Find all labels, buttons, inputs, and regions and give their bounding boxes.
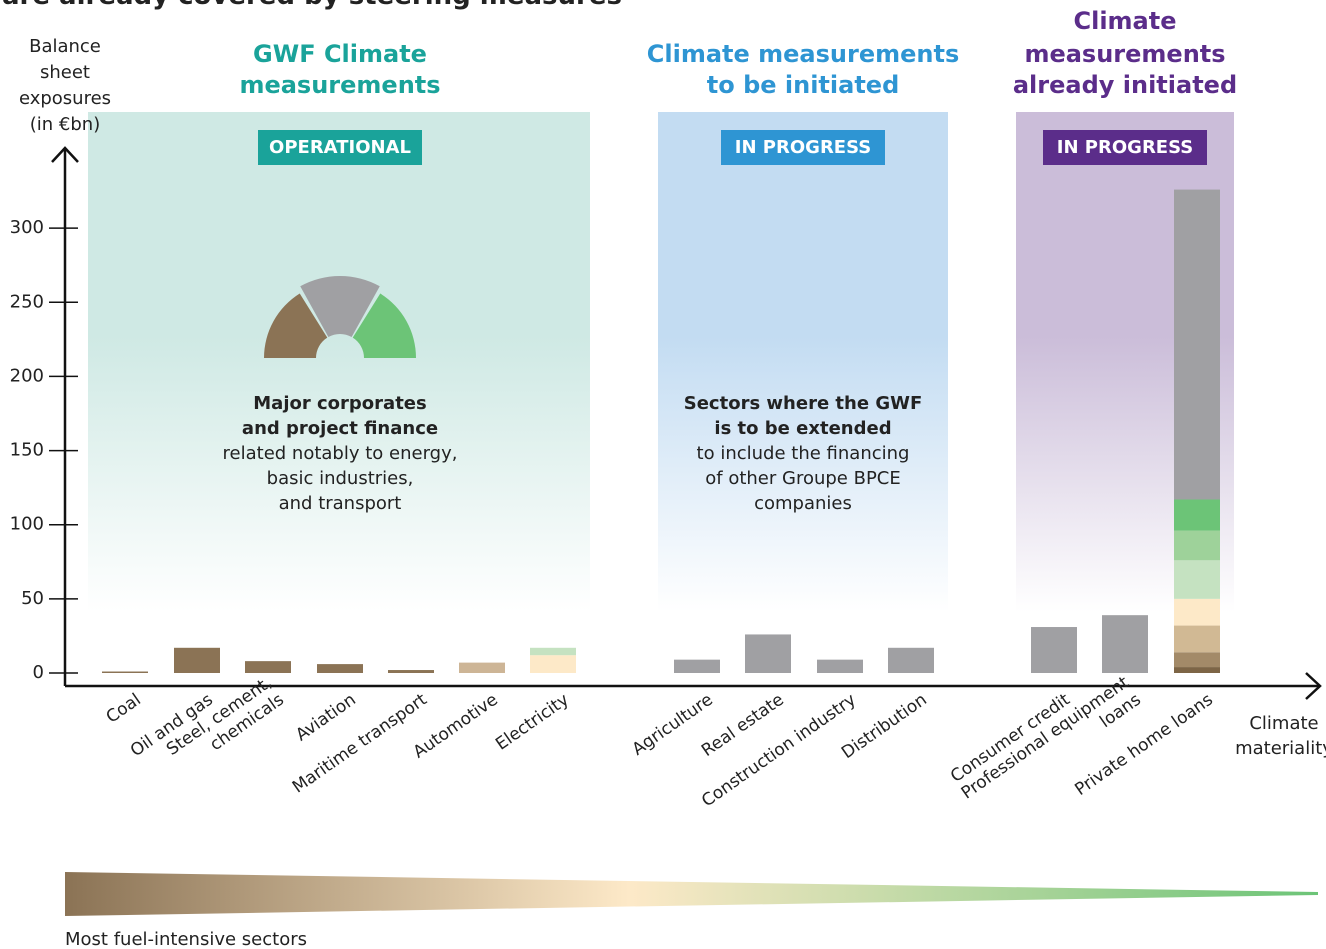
y-tick-label: 150 (10, 440, 44, 461)
y-tick-label: 50 (21, 588, 44, 609)
y-tick-label: 200 (10, 365, 44, 386)
panel-title: measurements (239, 71, 440, 99)
gauge-segment (352, 293, 416, 358)
bar-segment (888, 647, 934, 673)
bar-segment (102, 671, 148, 673)
bar-segment (1174, 598, 1220, 626)
y-arrow (51, 146, 79, 163)
bar-segment (530, 655, 576, 673)
gauge-segment (300, 276, 380, 338)
x-tick-label: Coal (103, 690, 145, 728)
panel-bold: Major corporates (253, 393, 426, 414)
panel-text: related notably to energy, (223, 443, 458, 464)
x-tick-label: Maritime transport (289, 690, 431, 798)
bar-segment (530, 647, 576, 656)
panel-bg (658, 112, 948, 612)
bar-segment (1174, 652, 1220, 668)
gradient-bar (65, 872, 1318, 916)
badge (1043, 130, 1207, 165)
panel-bold: and project finance (242, 418, 438, 439)
badge-text: OPERATIONAL (269, 137, 411, 158)
bar-segment (1031, 627, 1077, 673)
panel-title: measurements (1024, 40, 1225, 68)
panel-text: of other Groupe BPCE (705, 468, 901, 489)
panel-bold: is to be extended (714, 418, 891, 439)
bar-segment (174, 647, 220, 673)
panel-bold: Sectors where the GWF (684, 393, 923, 414)
y-axis-label: sheet (40, 62, 90, 83)
x-tick-label: Electricity (492, 690, 573, 755)
panel-text: basic industries, (267, 468, 414, 489)
gauge-segment (264, 293, 328, 358)
x-arrow (1305, 672, 1322, 700)
panel-text: and transport (279, 493, 402, 514)
bar-segment (317, 664, 363, 673)
bar-segment (459, 662, 505, 673)
bar-segment (1174, 625, 1220, 653)
panel-bg (88, 112, 590, 612)
badge (721, 130, 885, 165)
bar-segment (1174, 189, 1220, 500)
y-tick-label: 100 (10, 514, 44, 535)
badge-text: IN PROGRESS (735, 137, 871, 158)
bar-segment (1174, 667, 1220, 673)
panel-title: GWF Climate (253, 40, 427, 68)
panel-text: to include the financing (697, 443, 910, 464)
bar-segment (1174, 530, 1220, 561)
gradient-label: Most fuel-intensive sectors (65, 929, 307, 949)
badge (258, 130, 422, 165)
bar-segment (1174, 499, 1220, 531)
panel-title: to be initiated (707, 71, 900, 99)
y-tick-label: 300 (10, 217, 44, 238)
badge-text: IN PROGRESS (1057, 137, 1193, 158)
x-tick-label: Professional equipment (958, 672, 1133, 803)
x-axis-label: Climate (1249, 713, 1318, 734)
panel-title: already initiated (1013, 71, 1237, 99)
bar-segment (245, 661, 291, 673)
bar-segment (1174, 560, 1220, 599)
bar-segment (745, 634, 791, 673)
bar-segment (817, 659, 863, 673)
y-tick-label: 0 (33, 662, 44, 683)
chart-title: are already covered by steering measures (2, 0, 622, 11)
bar-segment (1102, 615, 1148, 673)
y-tick-label: 250 (10, 291, 44, 312)
panel-title: Climate measurements (647, 40, 959, 68)
y-axis-label: (in €bn) (30, 114, 100, 135)
bar-segment (388, 670, 434, 673)
y-axis-label: exposures (19, 88, 111, 109)
bar-segment (674, 659, 720, 673)
x-axis-label: materiality (1235, 738, 1326, 759)
panel-text: companies (754, 493, 852, 514)
x-tick-label: Aviation (292, 690, 360, 746)
y-axis-label: Balance (29, 36, 101, 57)
panel-title: Climate (1073, 7, 1176, 35)
